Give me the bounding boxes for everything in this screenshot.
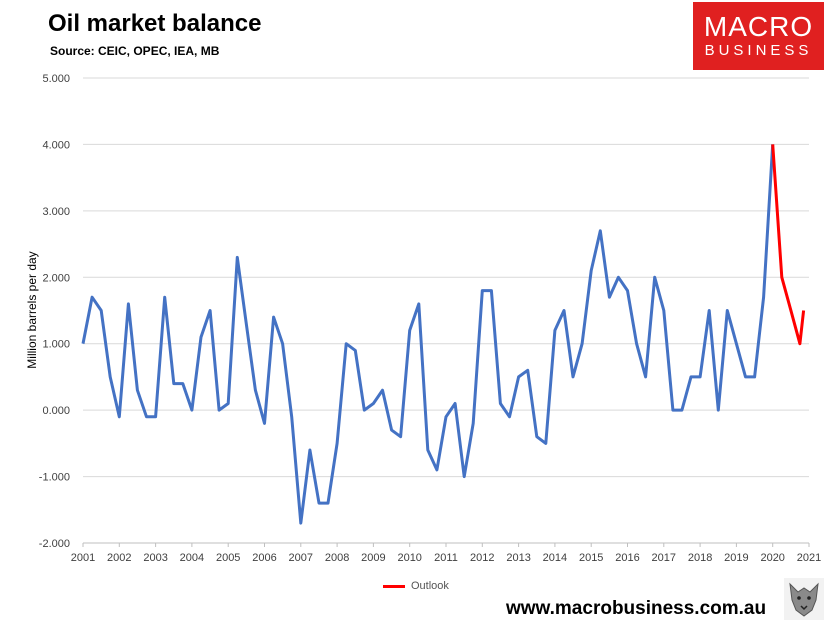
footer-url: www.macrobusiness.com.au [506, 598, 767, 619]
x-tick-label: 2001 [71, 552, 95, 564]
series-line-balance [81, 144, 775, 525]
y-tick-label: 0.000 [42, 405, 70, 417]
x-tick-label: 2014 [543, 552, 567, 564]
x-tick-label: 2018 [688, 552, 712, 564]
x-tick-label: 2019 [724, 552, 748, 564]
x-tick-label: 2021 [797, 552, 821, 564]
x-tick-label: 2020 [760, 552, 784, 564]
x-tick-label: 2005 [216, 552, 240, 564]
y-tick-label: 5.000 [42, 73, 70, 85]
x-tick-label: 2003 [143, 552, 167, 564]
x-tick-label: 2010 [397, 552, 421, 564]
legend-label-outlook: Outlook [411, 580, 449, 592]
x-tick-label: 2015 [579, 552, 603, 564]
wolf-logo-icon [784, 578, 824, 620]
chart-subtitle: Source: CEIC, OPEC, IEA, MB [50, 44, 220, 58]
legend: Outlook [383, 580, 449, 592]
y-tick-label: 2.000 [42, 272, 70, 284]
series-lines [81, 144, 806, 525]
series-line-outlook [771, 144, 806, 346]
x-tick-label: 2017 [652, 552, 676, 564]
macrobusiness-logo: MACRO BUSINESS [693, 2, 824, 70]
chart-title: Oil market balance [48, 10, 262, 37]
x-tick-label: 2002 [107, 552, 131, 564]
x-tick-label: 2006 [252, 552, 276, 564]
logo-line-2: BUSINESS [704, 42, 813, 59]
y-tick-label: -2.000 [39, 538, 70, 550]
y-axis-label: Million barrels per day [25, 251, 39, 369]
logo-line-1: MACRO [703, 11, 814, 42]
gridlines [83, 77, 809, 544]
y-tick-labels: -2.000 -1.000 0.000 1.000 2.000 3.000 4.000 5.0… [39, 73, 70, 550]
x-tick-label: 2016 [615, 552, 639, 564]
legend-swatch-outlook [383, 584, 405, 588]
y-tick-label: 3.000 [42, 206, 70, 218]
x-tick-label: 2004 [180, 552, 204, 564]
x-tick-label: 2013 [506, 552, 530, 564]
x-tick-label: 2007 [289, 552, 313, 564]
y-tick-label: -1.000 [39, 472, 70, 484]
x-tick-label: 2012 [470, 552, 494, 564]
y-tick-label: 4.000 [42, 139, 70, 151]
x-tick-label: 2009 [361, 552, 385, 564]
x-tick-label: 2011 [434, 552, 458, 564]
y-tick-label: 1.000 [42, 339, 70, 351]
x-tick-label: 2008 [325, 552, 349, 564]
x-tick-labels: 2001 2002 2003 2004 2005 2006 2007 2008 2009 2010… [71, 543, 821, 564]
